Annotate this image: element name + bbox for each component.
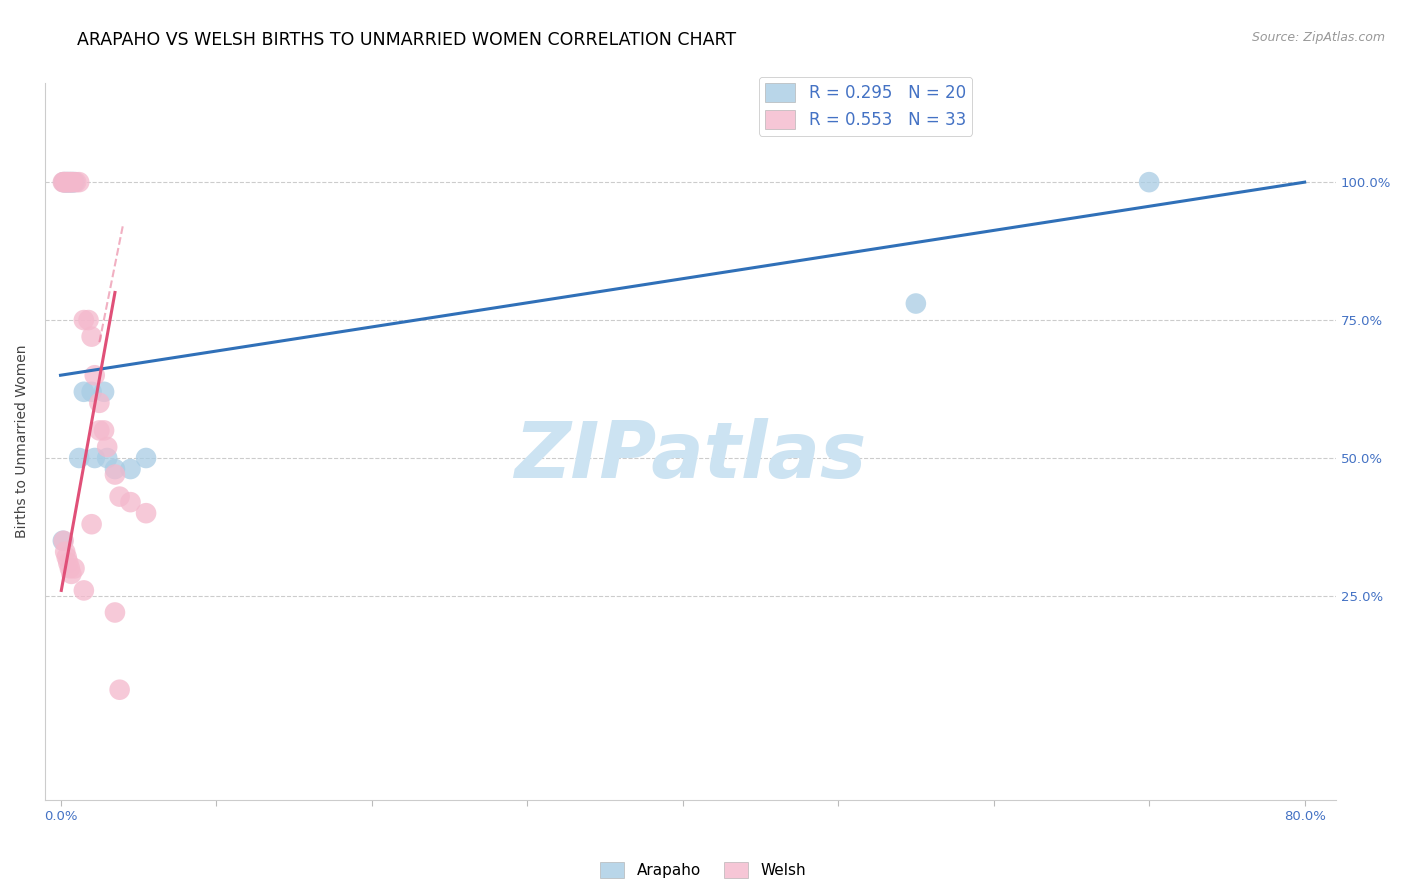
Point	[62, 175, 84, 189]
Point	[120, 462, 142, 476]
Point	[89, 396, 111, 410]
Legend: R = 0.295   N = 20, R = 0.553   N = 33: R = 0.295 N = 20, R = 0.553 N = 33	[759, 77, 973, 136]
Point	[83, 450, 105, 465]
Point	[63, 561, 86, 575]
Point	[55, 175, 77, 189]
Text: ARAPAHO VS WELSH BIRTHS TO UNMARRIED WOMEN CORRELATION CHART: ARAPAHO VS WELSH BIRTHS TO UNMARRIED WOM…	[77, 31, 737, 49]
Point	[104, 606, 127, 620]
Point	[52, 533, 75, 548]
Point	[80, 517, 103, 532]
Point	[60, 175, 83, 189]
Point	[60, 175, 83, 189]
Point	[52, 175, 75, 189]
Point	[108, 682, 131, 697]
Point	[73, 313, 96, 327]
Point	[904, 296, 927, 310]
Point	[55, 550, 77, 565]
Point	[58, 175, 80, 189]
Point	[96, 450, 118, 465]
Point	[1137, 175, 1160, 189]
Y-axis label: Births to Unmarried Women: Births to Unmarried Women	[15, 344, 30, 538]
Point	[89, 424, 111, 438]
Point	[93, 424, 115, 438]
Point	[53, 175, 76, 189]
Point	[60, 566, 83, 581]
Point	[65, 175, 87, 189]
Point	[83, 368, 105, 383]
Point	[55, 175, 77, 189]
Point	[96, 440, 118, 454]
Point	[59, 561, 82, 575]
Point	[93, 384, 115, 399]
Point	[77, 313, 100, 327]
Point	[63, 175, 86, 189]
Point	[52, 175, 75, 189]
Point	[108, 490, 131, 504]
Point	[58, 175, 80, 189]
Point	[59, 175, 82, 189]
Legend: Arapaho, Welsh: Arapaho, Welsh	[593, 856, 813, 884]
Point	[52, 533, 75, 548]
Point	[73, 583, 96, 598]
Point	[53, 175, 76, 189]
Text: ZIPatlas: ZIPatlas	[515, 417, 866, 494]
Point	[104, 462, 127, 476]
Point	[80, 384, 103, 399]
Point	[67, 175, 90, 189]
Point	[80, 329, 103, 343]
Point	[120, 495, 142, 509]
Point	[58, 556, 80, 570]
Point	[53, 545, 76, 559]
Point	[59, 175, 82, 189]
Point	[67, 450, 90, 465]
Point	[62, 175, 84, 189]
Text: Source: ZipAtlas.com: Source: ZipAtlas.com	[1251, 31, 1385, 45]
Point	[104, 467, 127, 482]
Point	[135, 450, 157, 465]
Point	[52, 175, 75, 189]
Point	[73, 384, 96, 399]
Point	[135, 506, 157, 520]
